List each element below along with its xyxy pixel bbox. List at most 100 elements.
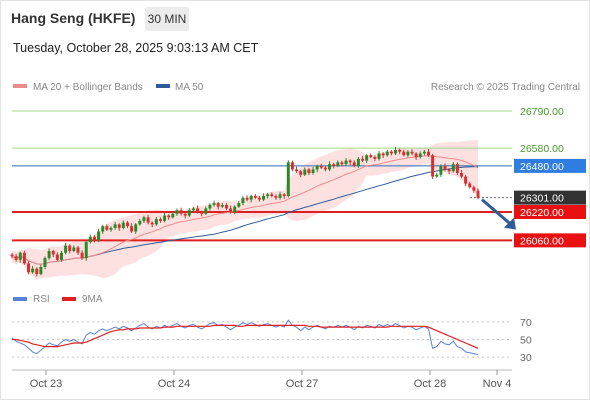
candle-body — [150, 222, 154, 225]
candle-body — [315, 165, 319, 170]
candle-body — [303, 169, 307, 175]
candle-body — [125, 222, 129, 227]
x-axis-tick-label: Oct 24 — [158, 378, 190, 390]
bollinger-band-area — [12, 140, 478, 279]
candle-body — [307, 169, 311, 173]
candle-body — [266, 194, 270, 197]
candle-body — [224, 204, 228, 209]
candle-body — [18, 252, 22, 260]
rsi-tick-label: 70 — [520, 317, 532, 329]
candle-body — [377, 153, 381, 159]
candle-body — [47, 251, 51, 259]
candle-body — [163, 215, 167, 221]
candle-body — [361, 158, 365, 161]
candle-body — [109, 227, 113, 230]
candle-body — [328, 164, 332, 170]
level-tag-last — [514, 190, 586, 205]
candle-body — [204, 208, 208, 214]
candle-body — [179, 210, 183, 214]
candle-body — [142, 217, 146, 221]
candle-body — [72, 247, 76, 251]
candle-body — [51, 251, 55, 255]
candle-body — [134, 224, 138, 232]
rsi-tick-label: 50 — [520, 335, 532, 347]
candle-body — [80, 252, 84, 259]
candle-body — [439, 165, 443, 175]
candle-body — [295, 169, 299, 172]
candle-body — [146, 217, 150, 223]
candle-body — [319, 165, 323, 168]
candle-body — [414, 153, 418, 158]
level-label-support: 26060.00 — [520, 235, 564, 247]
candle-body — [476, 190, 480, 198]
level-label-resistance: 26580.00 — [520, 143, 564, 155]
candle-body — [101, 226, 105, 232]
candle-body — [352, 162, 356, 166]
candle-body — [167, 215, 171, 218]
candle-body — [43, 258, 47, 267]
candle-body — [92, 236, 96, 241]
candle-body — [464, 176, 468, 184]
candle-body — [216, 203, 220, 207]
candle-body — [451, 164, 455, 172]
candle-body — [340, 162, 344, 165]
candle-body — [208, 204, 212, 209]
candle-body — [84, 242, 88, 259]
legend-ma20-label: MA 20 + Bollinger Bands — [33, 82, 143, 93]
level-label-support: 26220.00 — [520, 207, 564, 219]
candle-body — [39, 266, 43, 275]
candle-body — [26, 263, 30, 273]
chart-header: Hang Seng (HKFE) 30 MIN — [0, 0, 590, 40]
candle-body — [113, 224, 117, 228]
candle-body — [64, 245, 68, 253]
legend-ma50-swatch — [156, 84, 170, 88]
candle-body — [348, 160, 352, 163]
x-axis-tick-label: Oct 27 — [286, 378, 318, 390]
candle-body — [171, 213, 175, 218]
candle-body — [286, 162, 290, 197]
candle-body — [262, 196, 266, 200]
candle-body — [418, 153, 422, 158]
candle-body — [472, 187, 476, 191]
legend-9ma-swatch — [62, 297, 76, 301]
candle-body — [455, 164, 459, 173]
candle-body — [282, 194, 286, 197]
timeframe-button[interactable]: 30 MIN — [145, 7, 189, 31]
candle-body — [212, 203, 216, 205]
candle-body — [130, 226, 134, 232]
forecast-arrow-shaft — [481, 198, 511, 225]
candle-body — [68, 245, 72, 251]
candle-body — [200, 212, 204, 214]
candle-body — [323, 167, 327, 170]
legend-rsi-label: RSI — [33, 294, 50, 305]
candle-body — [10, 254, 14, 257]
x-axis-tick-label: Oct 28 — [414, 378, 446, 390]
level-tag-support — [514, 205, 586, 219]
candle-body — [394, 149, 398, 154]
candle-body — [97, 231, 101, 241]
instrument-title: Hang Seng (HKFE) — [11, 10, 136, 26]
candle-body — [154, 219, 158, 225]
candle-body — [402, 151, 406, 156]
candle-body — [460, 173, 464, 177]
candle-body — [175, 210, 179, 214]
candle-body — [435, 174, 439, 177]
candle-body — [76, 247, 80, 253]
candle-body — [22, 252, 26, 264]
candle-body — [158, 219, 162, 221]
candle-body — [311, 169, 315, 173]
candle-body — [332, 164, 336, 166]
candle-body — [270, 194, 274, 197]
candle-body — [290, 162, 294, 170]
candle-body — [257, 197, 261, 200]
x-axis-tick-label: Oct 23 — [30, 378, 62, 390]
legend-ma50-label: MA 50 — [175, 82, 204, 93]
x-axis-tick-label: Nov 4 — [483, 378, 512, 390]
level-label-last: 26301.00 — [520, 193, 564, 205]
candle-body — [468, 183, 472, 188]
candle-body — [356, 158, 360, 166]
rsi-tick-label: 30 — [520, 352, 532, 364]
candle-body — [299, 171, 303, 175]
candle-body — [31, 268, 35, 273]
candle-body — [406, 151, 410, 156]
